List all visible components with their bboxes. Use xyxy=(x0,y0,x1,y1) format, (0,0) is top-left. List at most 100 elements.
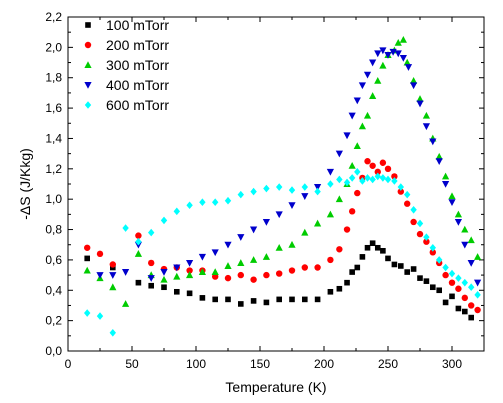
data-point xyxy=(435,158,443,166)
data-point xyxy=(410,82,418,90)
data-point xyxy=(364,158,371,165)
data-point xyxy=(83,266,91,274)
data-point xyxy=(379,159,387,166)
data-point xyxy=(147,275,155,282)
data-point xyxy=(186,290,193,297)
y-tick-label: 1,6 xyxy=(45,101,62,115)
data-point xyxy=(461,241,469,249)
data-point xyxy=(468,314,474,321)
data-point xyxy=(122,269,130,276)
data-point xyxy=(442,181,450,188)
data-point xyxy=(399,35,407,43)
data-point xyxy=(135,232,142,239)
data-point xyxy=(374,244,381,251)
data-point xyxy=(363,111,372,119)
data-point xyxy=(301,183,308,191)
data-point xyxy=(416,95,424,102)
data-point xyxy=(364,174,371,182)
data-point xyxy=(436,287,442,294)
data-point xyxy=(448,269,456,278)
data-point xyxy=(454,210,462,218)
data-point xyxy=(422,123,430,131)
data-point xyxy=(327,288,334,295)
data-point xyxy=(394,50,402,58)
data-point xyxy=(384,165,392,173)
y-tick-label: 1,8 xyxy=(45,71,62,85)
data-point xyxy=(238,301,244,307)
data-point xyxy=(353,97,361,105)
data-point xyxy=(391,261,398,268)
data-point xyxy=(410,218,417,226)
data-point xyxy=(212,198,219,207)
data-point xyxy=(173,272,181,280)
data-point xyxy=(237,271,244,279)
data-point xyxy=(336,175,343,184)
data-point xyxy=(250,226,258,234)
y-axis-ticks: 0,0 0,2 0,4 0,6 0,8 1,0 1,2 1,4 1,6 1,8 2,0 2,2 xyxy=(45,10,484,358)
data-point xyxy=(161,284,167,291)
data-point xyxy=(384,51,392,59)
data-point xyxy=(448,199,456,207)
y-tick-label: 1,2 xyxy=(45,162,62,176)
data-point xyxy=(423,233,430,241)
data-point xyxy=(135,237,142,246)
series-200-mtorr xyxy=(84,158,481,314)
data-point xyxy=(336,246,343,253)
data-point xyxy=(250,298,257,304)
data-point xyxy=(276,270,283,277)
data-point xyxy=(403,58,411,66)
data-point xyxy=(84,309,91,317)
legend-label: 100 mTorr xyxy=(106,17,169,33)
legend-label: 300 mTorr xyxy=(106,57,169,73)
x-axis-title: Temperature (K) xyxy=(225,379,326,395)
x-tick-label: 50 xyxy=(125,357,139,371)
data-point xyxy=(250,256,258,263)
data-point xyxy=(429,138,437,146)
data-point xyxy=(391,177,398,185)
data-point xyxy=(374,172,381,181)
data-point xyxy=(262,253,270,260)
series-300-mtorr xyxy=(83,35,482,307)
legend-label: 200 mTorr xyxy=(106,37,169,53)
series-400-mtorr xyxy=(96,47,482,287)
data-point xyxy=(224,262,232,269)
data-point xyxy=(348,174,356,182)
x-axis-ticks: 0 50 100 150 200 250 300 xyxy=(65,17,485,371)
data-point xyxy=(237,190,244,199)
data-series xyxy=(83,35,482,337)
data-point xyxy=(358,122,366,130)
data-point xyxy=(186,201,193,210)
x-tick-label: 0 xyxy=(65,357,72,371)
data-point xyxy=(224,241,232,249)
y-axis-title: -ΔS (J/Kkg) xyxy=(17,148,33,220)
data-point xyxy=(404,190,411,199)
data-point xyxy=(369,92,377,99)
data-point xyxy=(353,142,361,150)
data-point xyxy=(474,253,482,260)
y-tick-label: 2,0 xyxy=(45,40,62,54)
data-point xyxy=(314,219,322,227)
data-point xyxy=(314,264,321,271)
data-point xyxy=(436,256,443,264)
data-point xyxy=(410,76,418,84)
series-100-mtorr xyxy=(84,240,474,321)
data-point xyxy=(363,71,372,79)
data-point xyxy=(275,243,283,251)
data-point xyxy=(423,238,430,245)
data-point xyxy=(454,218,462,226)
data-point xyxy=(148,282,154,289)
y-tick-label: 0,0 xyxy=(45,344,62,358)
data-point xyxy=(416,219,424,228)
data-point xyxy=(467,259,475,267)
data-point xyxy=(435,152,443,160)
data-point xyxy=(160,216,168,225)
data-point xyxy=(314,184,322,191)
data-point xyxy=(448,192,456,200)
y-tick-label: 0,8 xyxy=(45,223,62,237)
data-point xyxy=(374,168,381,176)
data-point xyxy=(199,295,206,301)
data-point xyxy=(263,299,270,306)
data-point xyxy=(96,312,104,320)
data-point xyxy=(374,50,382,58)
x-tick-label: 250 xyxy=(378,357,398,371)
